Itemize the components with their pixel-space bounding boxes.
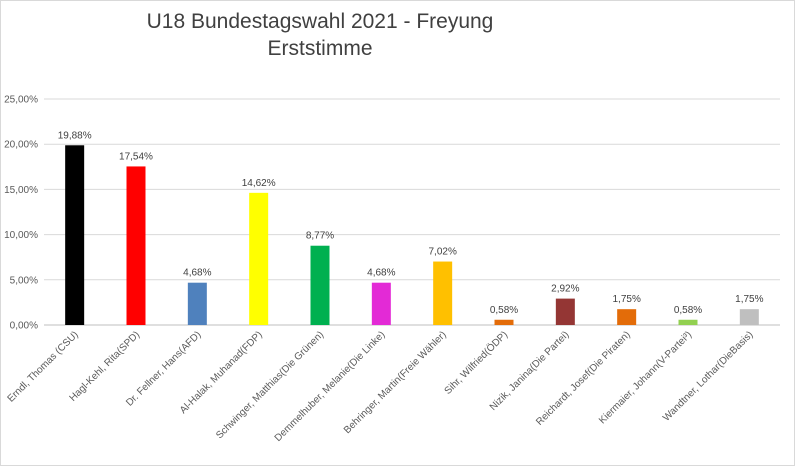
data-label: 0,58% — [490, 305, 518, 316]
bars — [65, 145, 759, 325]
bar — [249, 192, 269, 325]
y-tick-label: 20,00% — [4, 140, 38, 151]
data-label: 4,68% — [183, 268, 211, 279]
bar — [678, 319, 698, 325]
bar — [65, 145, 85, 325]
y-tick-label: 10,00% — [4, 230, 38, 241]
y-tick-label: 5,00% — [10, 275, 38, 286]
y-tick-label: 15,00% — [4, 185, 38, 196]
data-label: 7,02% — [428, 247, 456, 258]
y-tick-label: 25,00% — [4, 95, 38, 106]
bar — [433, 261, 453, 325]
bar — [494, 319, 514, 325]
bar — [739, 309, 759, 325]
data-label: 19,88% — [58, 130, 92, 141]
bar — [555, 298, 575, 325]
y-tick-label: 0,00% — [10, 321, 38, 332]
data-label: 0,58% — [674, 305, 702, 316]
data-label: 14,62% — [242, 178, 276, 189]
x-category-label: Demmelhuber, Melanie(Die Linke) — [273, 329, 388, 444]
chart-subtitle: Erststimme — [267, 37, 373, 60]
x-category-label: Schwinger, Matthias(Die Grünen) — [214, 329, 326, 441]
bar — [126, 166, 146, 325]
bar — [187, 282, 207, 325]
data-labels: 19,88% 17,54% 4,68% 14,62% 8,77% 4,68% 7,02% 0,… — [58, 130, 764, 315]
y-axis-ticks: 0,00% 5,00% 10,00% 15,00% 20,00% 25,00% — [4, 95, 38, 332]
bar — [617, 309, 637, 325]
data-label: 4,68% — [367, 268, 395, 279]
bar — [310, 245, 330, 325]
x-axis-categories: Erndl, Thomas (CSU)Hagl-Kehl, Rita(SPD)D… — [6, 329, 756, 444]
data-label: 8,77% — [306, 231, 334, 242]
chart-title: U18 Bundestagswahl 2021 - Freyung — [146, 10, 494, 33]
x-category-label: Sihr, Wilfried(ÖDP) — [442, 329, 510, 397]
x-category-label: Behringer, Martin(Freie Wähler) — [342, 329, 449, 436]
chart-title-block: U18 Bundestagswahl 2021 - Freyung Erstst… — [0, 8, 640, 62]
bar — [371, 282, 391, 325]
gridlines — [44, 98, 780, 326]
data-label: 1,75% — [612, 294, 640, 305]
data-label: 17,54% — [119, 151, 153, 162]
data-label: 1,75% — [735, 294, 763, 305]
data-label: 2,92% — [551, 284, 579, 295]
